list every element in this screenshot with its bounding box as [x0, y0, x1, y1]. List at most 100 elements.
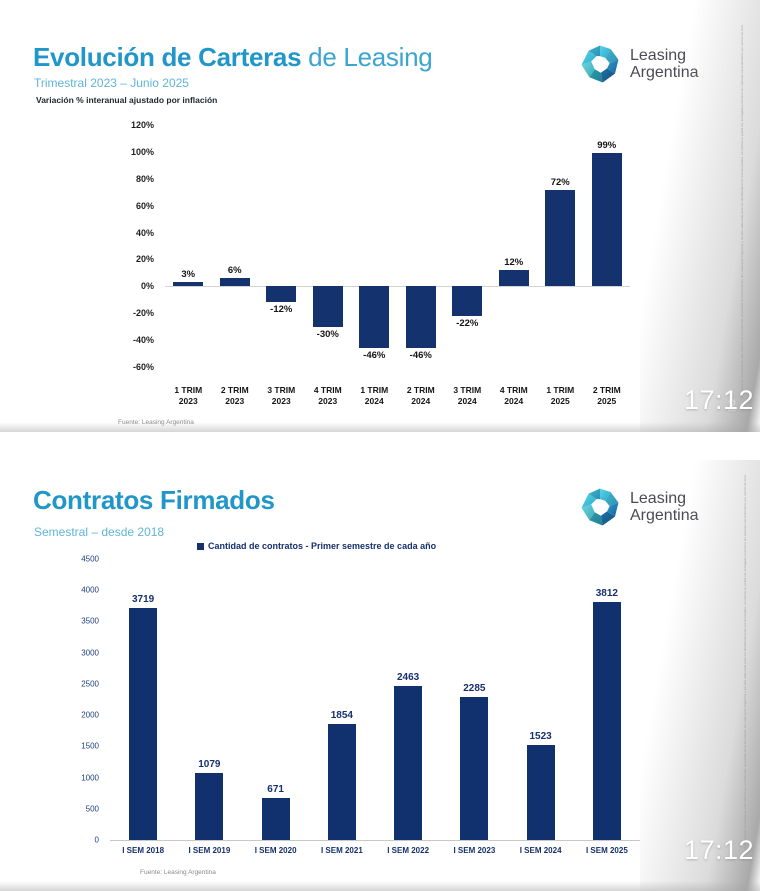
bar-value-label: 3719: [132, 593, 155, 605]
x-axis-tick-label: I SEM 2018: [122, 846, 165, 855]
chart-bar: [266, 286, 297, 303]
bar-value-label: 99%: [597, 140, 617, 152]
page-title-2-bold: Contratos Firmados: [33, 485, 275, 515]
chart-bar: [219, 278, 250, 287]
x-axis-tick-label: 3 TRIM 2024: [453, 385, 482, 406]
x-axis-tick-label: I SEM 2020: [254, 846, 297, 855]
page-number: 2: [727, 396, 737, 415]
bar-value-label: -22%: [456, 317, 479, 329]
x-axis-tick-label: 4 TRIM 2023: [313, 385, 342, 406]
x-axis-tick-label: I SEM 2025: [585, 846, 628, 855]
x-axis-tick-label: 2 TRIM 2023: [220, 385, 249, 406]
x-axis-tick-label: 1 TRIM 2023: [174, 385, 203, 406]
y-axis-tick-label: 80%: [135, 173, 154, 184]
bar-value-label: 6%: [227, 265, 242, 277]
zero-axis-line: [165, 286, 630, 288]
chart-evolucion-carteras: 120% 100% 80% 60% 40% 20% 0% -20% -40% -60% 3% 1 TR…: [0, 0, 760, 432]
y-axis-tick-label: 0: [94, 835, 99, 845]
x-axis-tick-label: I SEM 2019: [188, 846, 231, 855]
bar-value-label: -30%: [316, 328, 339, 340]
x-axis-tick-label: I SEM 2024: [519, 846, 562, 855]
y-axis-tick-label: 20%: [135, 254, 154, 265]
bar-value-label: 12%: [504, 257, 524, 269]
chart-bar: [592, 601, 621, 840]
chart-bar: [498, 270, 529, 287]
slide-evolucion-carteras: Evolución de Carteras de Leasing Trimest…: [0, 0, 760, 432]
bar-value-label: 2285: [463, 683, 486, 695]
confidentiality-disclaimer-2: La información contenida en este informe…: [743, 474, 747, 850]
axis-note: Variación % interanual ajustado por infl…: [36, 95, 218, 105]
slide-divider: [0, 432, 760, 460]
chart-bar: [327, 724, 356, 840]
y-axis-tick-label: 500: [85, 804, 99, 814]
bar-value-label: 72%: [550, 176, 570, 188]
baseline-axis-line: [110, 840, 640, 841]
pinwheel-logo-icon: [581, 488, 619, 526]
legend-swatch-icon: [197, 542, 204, 550]
confidentiality-disclaimer: La información contenida en este informe…: [740, 24, 744, 400]
chart-contratos-firmados: 4500 4000 3500 3000 2500 2000 1500 1000 500 0 3719…: [0, 460, 760, 891]
y-axis-tick-label: 1500: [81, 741, 99, 751]
bar-value-label: 1523: [529, 730, 552, 742]
y-axis-tick-label: -60%: [132, 362, 154, 372]
y-axis-tick-label: -20%: [132, 308, 154, 319]
page-subtitle: Trimestral 2023 – Junio 2025: [34, 76, 189, 90]
chart-bar: [591, 153, 622, 287]
x-axis-tick-label: 2 TRIM 2024: [406, 385, 435, 406]
slide-contratos-firmados: Contratos Firmados Semestral – desde 201…: [0, 460, 760, 891]
chart-source-2: Fuente: Leasing Argentina: [140, 869, 216, 876]
chart-bar: [452, 286, 483, 316]
bottom-shadow-2: [0, 881, 760, 891]
x-axis-tick-label: 2 TRIM 2025: [592, 385, 621, 406]
chart-bar: [312, 286, 343, 327]
chart-bar: [460, 697, 489, 840]
chart-bar: [359, 286, 390, 349]
bar-value-label: 3812: [595, 587, 618, 599]
y-axis-tick-label: 4000: [81, 585, 99, 595]
page-title: Evolución de Carteras de Leasing: [33, 42, 433, 73]
y-axis-tick-label: 0%: [140, 281, 154, 292]
chart-bar: [173, 282, 204, 287]
y-axis-tick-label: 120%: [130, 120, 154, 130]
chart-legend: Cantidad de contratos - Primer semestre …: [197, 541, 436, 551]
x-axis-tick-label: 1 TRIM 2025: [546, 385, 575, 406]
chart-source: Fuente: Leasing Argentina: [118, 419, 194, 426]
legend-label: Cantidad de contratos - Primer semestre …: [208, 541, 437, 551]
x-axis-tick-label: 3 TRIM 2023: [267, 385, 296, 406]
clock-overlay-2: 17:12: [684, 835, 755, 865]
y-axis-tick-label: 3500: [81, 616, 99, 626]
y-axis-tick-label: 4500: [81, 554, 99, 564]
bar-value-label: -12%: [270, 304, 293, 316]
y-axis-tick-label: 40%: [135, 227, 154, 238]
chart-bar: [129, 607, 158, 840]
chart-bar: [545, 189, 576, 287]
x-axis-tick-label: 4 TRIM 2024: [499, 385, 528, 406]
y-axis-tick-label: 100%: [130, 146, 154, 157]
pinwheel-logo-icon: [581, 45, 619, 83]
bar-value-label: -46%: [363, 350, 386, 362]
chart-bar: [261, 798, 290, 840]
y-axis-tick-label: 3000: [81, 648, 99, 658]
bar-value-label: 671: [267, 784, 284, 796]
x-axis-tick-label: 1 TRIM 2024: [360, 385, 389, 406]
bar-value-label: 3%: [181, 269, 196, 281]
page-subtitle-2: Semestral – desde 2018: [34, 525, 165, 539]
bar-value-label: 1079: [198, 758, 221, 770]
y-axis-tick-label: 60%: [135, 200, 154, 211]
page-title-bold: Evolución de Carteras: [33, 42, 302, 72]
chart-bar: [394, 686, 423, 840]
bar-value-label: 1854: [330, 710, 353, 722]
x-axis-tick-label: I SEM 2021: [320, 846, 363, 855]
bar-value-label: -46%: [409, 350, 432, 362]
page-title-2: Contratos Firmados: [33, 485, 275, 516]
y-axis-tick-label: 1000: [81, 773, 99, 783]
clock-overlay: 17:12: [684, 385, 755, 415]
x-axis-tick-label: I SEM 2023: [453, 846, 496, 855]
y-axis-tick-label: -40%: [132, 335, 154, 346]
y-axis-tick-label: 2000: [81, 710, 99, 720]
x-axis-tick-label: I SEM 2022: [387, 846, 430, 855]
chart-bar: [405, 286, 436, 349]
page-title-light: de Leasing: [301, 42, 433, 72]
chart-bar: [526, 744, 555, 840]
bottom-shadow: [0, 422, 760, 432]
